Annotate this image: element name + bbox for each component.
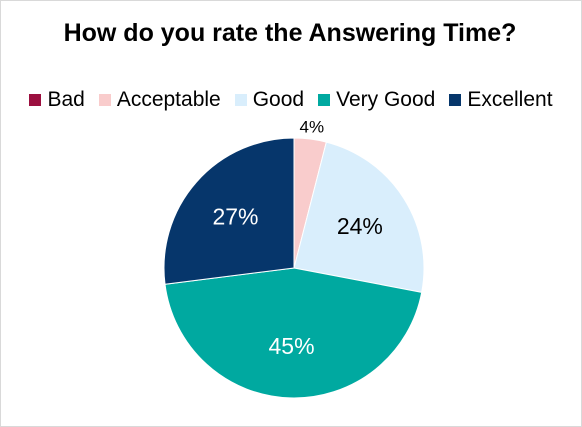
legend-label-acceptable: Acceptable bbox=[116, 88, 221, 111]
legend-swatch-good bbox=[234, 94, 247, 106]
chart-title: How do you rate the Answering Time? bbox=[63, 19, 517, 47]
data-label-very-good: 45% bbox=[269, 333, 315, 359]
pie-slice-very-good bbox=[164, 267, 423, 399]
legend-item-acceptable: Acceptable bbox=[98, 88, 221, 112]
legend-swatch-acceptable bbox=[98, 94, 111, 106]
pie-slice-good bbox=[293, 141, 425, 293]
pie-slice-excellent bbox=[163, 137, 295, 285]
legend-label-bad: Bad bbox=[47, 88, 85, 111]
legend-swatch-very-good bbox=[318, 94, 331, 106]
legend-item-excellent: Excellent bbox=[449, 88, 553, 112]
legend-swatch-excellent bbox=[449, 94, 462, 106]
legend-label-good: Good bbox=[252, 88, 305, 111]
legend-item-bad: Bad bbox=[29, 88, 85, 112]
data-label-acceptable: 4% bbox=[300, 118, 325, 137]
data-label-good: 24% bbox=[337, 213, 383, 239]
legend-item-good: Good bbox=[234, 88, 305, 112]
data-label-excellent: 27% bbox=[212, 203, 258, 229]
legend-item-very-good: Very Good bbox=[318, 88, 435, 112]
legend-swatch-bad bbox=[29, 94, 42, 106]
legend-label-excellent: Excellent bbox=[467, 88, 553, 111]
legend-label-very-good: Very Good bbox=[336, 88, 436, 111]
chart-legend: Bad Acceptable Good Very Good Excellent bbox=[0, 88, 582, 112]
